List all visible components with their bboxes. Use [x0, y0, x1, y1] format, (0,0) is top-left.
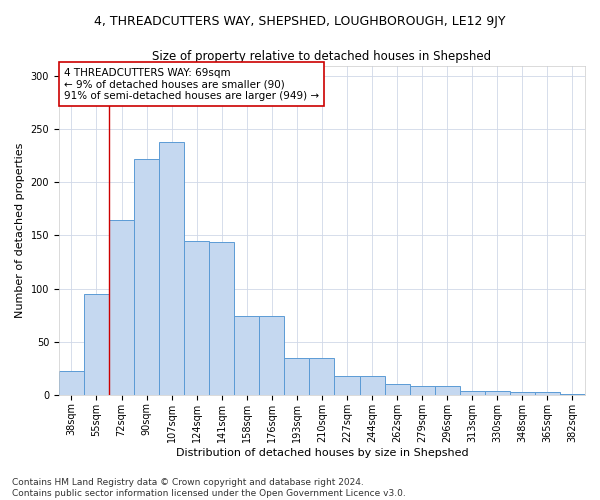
- X-axis label: Distribution of detached houses by size in Shepshed: Distribution of detached houses by size …: [176, 448, 468, 458]
- Bar: [560, 394, 585, 395]
- Bar: [284, 358, 310, 395]
- Bar: [510, 392, 535, 395]
- Bar: [259, 316, 284, 395]
- Title: Size of property relative to detached houses in Shepshed: Size of property relative to detached ho…: [152, 50, 491, 63]
- Bar: [359, 376, 385, 395]
- Bar: [535, 392, 560, 395]
- Bar: [84, 294, 109, 395]
- Bar: [434, 386, 460, 395]
- Bar: [485, 390, 510, 395]
- Bar: [410, 386, 434, 395]
- Bar: [209, 242, 234, 395]
- Bar: [159, 142, 184, 395]
- Bar: [334, 376, 359, 395]
- Bar: [460, 390, 485, 395]
- Text: 4 THREADCUTTERS WAY: 69sqm
← 9% of detached houses are smaller (90)
91% of semi-: 4 THREADCUTTERS WAY: 69sqm ← 9% of detac…: [64, 68, 319, 101]
- Bar: [310, 358, 334, 395]
- Bar: [234, 316, 259, 395]
- Bar: [109, 220, 134, 395]
- Text: 4, THREADCUTTERS WAY, SHEPSHED, LOUGHBOROUGH, LE12 9JY: 4, THREADCUTTERS WAY, SHEPSHED, LOUGHBOR…: [94, 15, 506, 28]
- Bar: [134, 159, 159, 395]
- Y-axis label: Number of detached properties: Number of detached properties: [15, 142, 25, 318]
- Bar: [385, 384, 410, 395]
- Bar: [184, 241, 209, 395]
- Text: Contains HM Land Registry data © Crown copyright and database right 2024.
Contai: Contains HM Land Registry data © Crown c…: [12, 478, 406, 498]
- Bar: [59, 372, 84, 395]
